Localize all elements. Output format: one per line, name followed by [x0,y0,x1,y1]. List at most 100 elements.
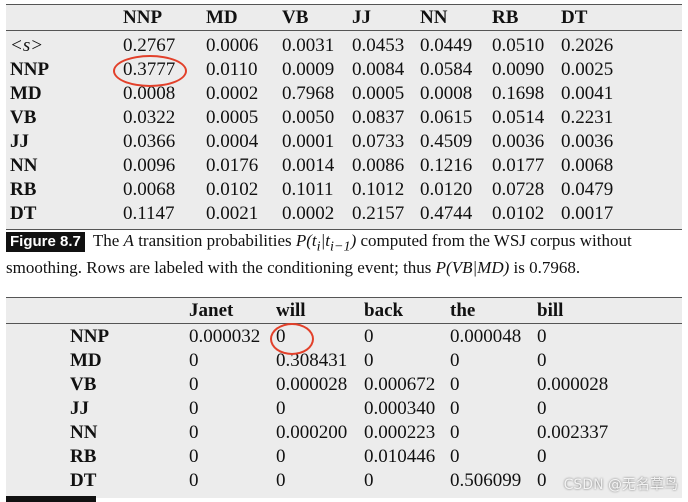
table-cell: 0.0031 [282,35,335,56]
row-label: NN [70,422,98,443]
table-cell: 0 [189,374,199,395]
table-cell: 0.0021 [206,203,259,224]
row-label: MD [10,83,42,104]
table-cell: 0.0584 [420,59,473,80]
table-cell: 0.7968 [282,83,335,104]
figure-caption: Figure 8.7 The A transition probabilities… [6,230,682,279]
table-cell: 0.0025 [561,59,614,80]
table-cell: 0 [537,350,547,371]
table-cell: 0.000028 [537,374,609,395]
table-cell: 0.0050 [282,107,335,128]
table-cell: 0 [450,350,460,371]
table-cell: 0 [189,350,199,371]
table-cell: 0 [537,398,547,419]
table-cell: 0.4509 [420,131,473,152]
table-cell: 0.0002 [206,83,259,104]
column-header: will [276,300,306,321]
column-header: JJ [352,7,371,28]
table-cell: 0.0453 [352,35,405,56]
table-cell: 0.002337 [537,422,609,443]
column-header: back [364,300,404,321]
caption-text: transition probabilities [133,231,296,250]
table-cell: 0.0177 [492,155,545,176]
table-cell: 0.0036 [561,131,614,152]
table-cell: 0.0008 [123,83,176,104]
table-cell: 0 [450,422,460,443]
table-cell: 0 [276,446,286,467]
table-cell: 0.2231 [561,107,614,128]
caption-subscript: i−1 [330,238,351,255]
row-label: VB [70,374,97,395]
transition-probability-table: NNP MD VB JJ NN RB DT <s> 0.2767 0.0006 … [6,4,682,230]
table-cell: 0 [189,446,199,467]
table-cell: 0.0837 [352,107,405,128]
table-cell: 0 [537,446,547,467]
table-cell: 0.000028 [276,374,348,395]
table-cell: 0.0004 [206,131,259,152]
table-cell: 0 [450,398,460,419]
figure-label: Figure 8.7 [6,232,85,252]
row-label: DT [70,470,97,491]
table-cell: 0 [364,470,374,491]
table-cell: 0.0001 [282,131,335,152]
table-cell: 0 [364,350,374,371]
table-cell: 0.000223 [364,422,436,443]
caption-formula: ) [350,231,357,250]
highlight-circle [270,323,314,355]
table-cell: 0.0084 [352,59,405,80]
watermark: CSDN @无名草鸟 [563,477,678,493]
table-cell: 0.0733 [352,131,405,152]
table-cell: 0.4744 [420,203,473,224]
table-cell: 0.0366 [123,131,176,152]
row-label: NNP [70,326,110,347]
table-cell: 0.000048 [450,326,522,347]
table-cell: 0.0120 [420,179,473,200]
table-cell: 0.0479 [561,179,614,200]
observation-likelihood-table: Janet will back the bill NNP 0.000032 0 … [6,297,682,498]
table-cell: 0.0449 [420,35,473,56]
table-cell: 0.0014 [282,155,335,176]
table-cell: 0 [189,398,199,419]
table-cell: 0.1147 [123,203,175,224]
table-cell: 0.0615 [420,107,473,128]
caption-formula: P(t [295,231,317,250]
table-cell: 0.0110 [206,59,258,80]
table-cell: 0.1012 [352,179,405,200]
row-label: RB [70,446,97,467]
row-label: VB [10,107,37,128]
caption-symbol: A [123,231,134,250]
table-cell: 0.0068 [123,179,176,200]
table-cell: 0.000340 [364,398,436,419]
table-cell: 0.0008 [420,83,473,104]
table-cell: 0.0176 [206,155,259,176]
caption-formula: P(VB|MD) [435,258,510,278]
row-label: JJ [10,131,29,152]
header-divider [6,30,682,31]
table-cell: 0 [537,470,547,491]
row-label: MD [70,350,102,371]
table-cell: 0 [189,470,199,491]
caption-text: is 0.7968. [509,258,581,278]
row-label: NNP [10,59,50,80]
table-cell: 0.0006 [206,35,259,56]
table-cell: 0 [276,470,286,491]
table-cell: 0.506099 [450,470,522,491]
table-cell: 0.0322 [123,107,176,128]
header-divider [6,323,682,324]
column-header: DT [561,7,588,28]
column-header: NNP [123,7,163,28]
table-cell: 0 [364,326,374,347]
table-cell: 0.000200 [276,422,348,443]
row-label: JJ [70,398,89,419]
highlight-circle [113,55,187,87]
table-cell: 0.2767 [123,35,176,56]
table-cell: 0 [189,422,199,443]
column-header: Janet [189,300,234,321]
table-cell: 0.308431 [276,350,348,371]
row-label: DT [10,203,37,224]
table-cell: 0.0510 [492,35,545,56]
table-cell: 0.0096 [123,155,176,176]
caption-text: computed from the WSJ corpus without smo… [6,231,632,278]
caption-subscript: i [316,238,321,255]
table-cell: 0.0017 [561,203,614,224]
